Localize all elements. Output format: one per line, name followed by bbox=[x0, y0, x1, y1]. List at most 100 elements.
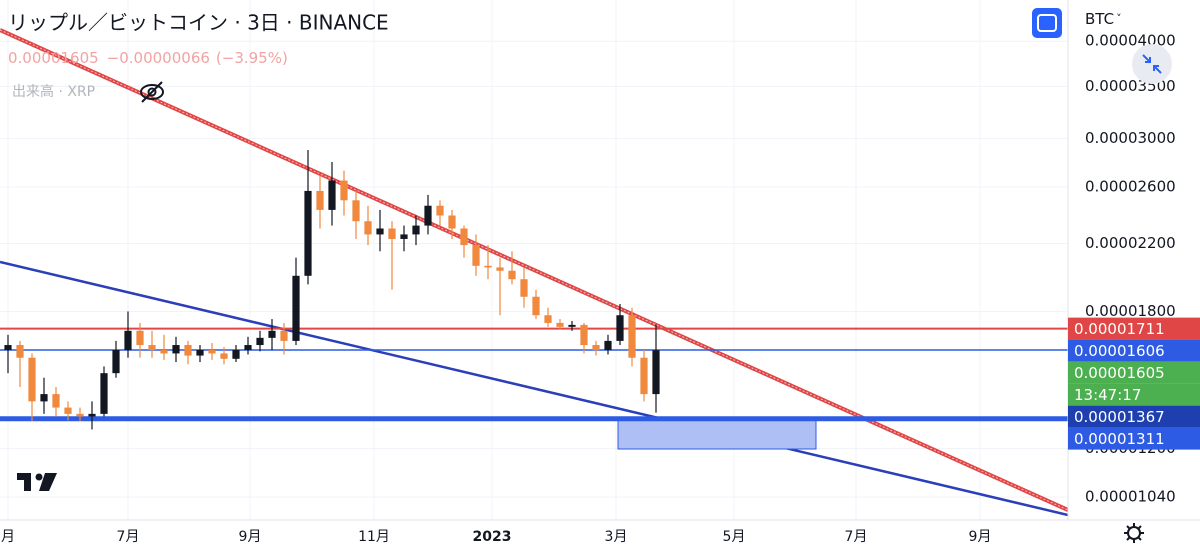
candle-body bbox=[520, 279, 528, 297]
zone-box bbox=[617, 418, 817, 450]
price-badge-label: 0.00001711 bbox=[1074, 320, 1165, 338]
candle-body bbox=[436, 205, 444, 216]
candle-body bbox=[592, 345, 600, 351]
y-tick-label: 0.00002200 bbox=[1085, 234, 1176, 252]
tv-logo bbox=[17, 473, 57, 491]
candle-body bbox=[604, 340, 612, 351]
price-badge bbox=[1068, 339, 1200, 362]
quote-line: 0.00001605 −0.00000066 (−3.95%) bbox=[8, 49, 288, 67]
x-tick-label: 3月 bbox=[605, 529, 628, 545]
settings-button[interactable] bbox=[1124, 523, 1144, 543]
candle-body bbox=[112, 350, 120, 374]
candle-body bbox=[184, 345, 192, 356]
candle-body bbox=[124, 330, 132, 351]
hide-icon[interactable] bbox=[140, 81, 164, 103]
change-pct: (−3.95%) bbox=[216, 49, 288, 67]
candle-body bbox=[424, 205, 432, 226]
y-tick-label: 0.00003000 bbox=[1085, 129, 1176, 147]
candle-body bbox=[328, 180, 336, 210]
candle-body bbox=[40, 394, 48, 402]
candle-body bbox=[304, 190, 312, 276]
candle-body bbox=[580, 324, 588, 346]
price-badge-label: 0.00001606 bbox=[1074, 342, 1165, 360]
price-badge bbox=[1068, 427, 1200, 450]
candle-body bbox=[364, 221, 372, 235]
x-tick-label: 月 bbox=[1, 529, 15, 545]
x-tick-label: 9月 bbox=[969, 529, 992, 545]
price-badge-label: 0.00001605 bbox=[1074, 364, 1165, 382]
candle-body bbox=[280, 330, 288, 341]
screenshot-button[interactable] bbox=[1032, 8, 1062, 38]
candle-body bbox=[52, 394, 60, 408]
candle-body bbox=[64, 407, 72, 414]
candle-body bbox=[448, 215, 456, 229]
candle-body bbox=[388, 228, 396, 239]
candle-body bbox=[232, 350, 240, 359]
collapse-button[interactable] bbox=[1132, 44, 1172, 84]
candle-body bbox=[220, 353, 228, 359]
candle-body bbox=[28, 357, 36, 402]
candle-body bbox=[256, 337, 264, 346]
candle-body bbox=[556, 322, 564, 327]
candle-body bbox=[376, 228, 384, 235]
candle-body bbox=[4, 345, 12, 351]
candle-body bbox=[244, 345, 252, 351]
currency-selector[interactable]: BTC ˅ bbox=[1085, 10, 1122, 28]
price-badge bbox=[1068, 317, 1200, 340]
candle-body bbox=[316, 190, 324, 210]
x-tick-label: 7月 bbox=[845, 529, 868, 545]
candle-body bbox=[472, 245, 480, 266]
x-tick-label: 7月 bbox=[117, 529, 140, 545]
candle-body bbox=[160, 350, 168, 354]
candle-body bbox=[496, 267, 504, 271]
y-tick-label: 0.00002600 bbox=[1085, 178, 1176, 196]
currency[interactable]: BTC bbox=[1085, 10, 1114, 28]
x-tick-label: 11月 bbox=[358, 529, 390, 545]
candle-body bbox=[460, 228, 468, 246]
last-price: 0.00001605 bbox=[8, 49, 99, 67]
candle-body bbox=[88, 413, 96, 417]
candle-body bbox=[508, 270, 516, 280]
x-tick-label: 2023 bbox=[473, 529, 512, 545]
candle-body bbox=[484, 265, 492, 268]
chart-title: リップル／ビットコイン · 3日 · BINANCE bbox=[8, 11, 389, 35]
candle-body bbox=[16, 345, 24, 358]
candle-body bbox=[136, 330, 144, 346]
candle-body bbox=[544, 315, 552, 323]
candle-body bbox=[148, 345, 156, 351]
candle-body bbox=[268, 330, 276, 338]
x-tick-label: 5月 bbox=[723, 529, 746, 545]
price-badge bbox=[1068, 405, 1200, 428]
candle-body bbox=[628, 315, 636, 358]
volume-label: 出来高 · XRP bbox=[12, 83, 95, 100]
candle-body bbox=[400, 234, 408, 239]
price-badge bbox=[1068, 361, 1200, 384]
candle-body bbox=[652, 350, 660, 395]
candle-body bbox=[340, 180, 348, 201]
candle-body bbox=[100, 373, 108, 414]
blue-trendline bbox=[0, 260, 1068, 517]
candle-body bbox=[208, 350, 216, 354]
candle-body bbox=[640, 357, 648, 395]
countdown-label: 13:47:17 bbox=[1074, 386, 1141, 404]
change: −0.00000066 bbox=[107, 49, 210, 67]
candle-body bbox=[76, 413, 84, 417]
x-tick-label: 9月 bbox=[239, 529, 262, 545]
price-axis-panel bbox=[1068, 0, 1200, 554]
price-badge-label: 0.00001367 bbox=[1074, 408, 1165, 426]
price-badge-label: 0.00001311 bbox=[1074, 430, 1165, 448]
y-tick-label: 0.00001040 bbox=[1085, 488, 1176, 506]
countdown-badge bbox=[1068, 383, 1200, 406]
candle-body bbox=[412, 225, 420, 235]
candle-body bbox=[568, 324, 576, 327]
candle-body bbox=[196, 350, 204, 356]
candle-body bbox=[172, 345, 180, 354]
candle-body bbox=[352, 200, 360, 222]
candle-body bbox=[616, 315, 624, 341]
candle-body bbox=[532, 296, 540, 316]
red-trendline-center bbox=[0, 29, 1068, 511]
candle-body bbox=[292, 275, 300, 341]
y-tick-label: 0.00001800 bbox=[1085, 302, 1176, 320]
